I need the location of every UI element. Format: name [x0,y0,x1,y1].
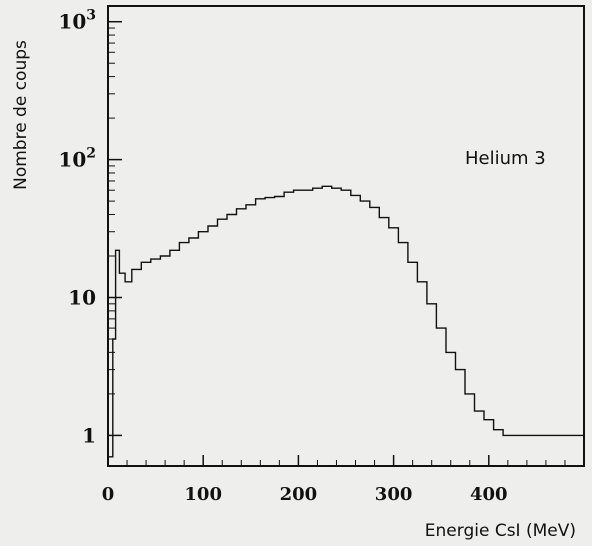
y-tick-base: 10 [58,10,86,34]
y-tick-base: 10 [58,148,86,172]
y-tick-label: 1 [82,423,96,447]
x-axis-label: Energie CsI (MeV) [425,521,576,541]
y-axis-label: Nombre de coups [11,40,31,190]
x-tick-label: 200 [280,484,318,505]
y-tick-exponent: 2 [86,146,96,162]
x-tick-label: 400 [470,484,508,505]
x-tick-label: 300 [375,484,413,505]
histogram-series-line [108,185,584,458]
y-tick-exponent: 3 [86,8,96,24]
x-tick-label: 0 [102,484,115,505]
x-axis: 0 100 200 300 400 [102,455,566,505]
y-tick-label: 103 [58,8,96,34]
y-tick-base: 1 [82,423,96,447]
y-tick-base: 10 [68,286,96,310]
y-tick-label: 10 [68,286,96,310]
plot-frame [107,5,585,467]
y-tick-label: 102 [58,146,96,172]
annotation-helium-3: Helium 3 [465,148,546,169]
x-tick-label: 100 [184,484,222,505]
